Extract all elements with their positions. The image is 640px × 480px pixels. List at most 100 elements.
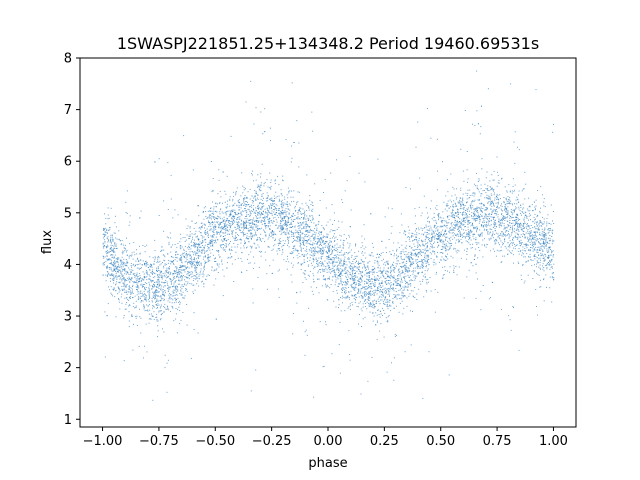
data-point	[192, 245, 194, 247]
data-point	[166, 281, 168, 283]
data-point	[183, 252, 185, 254]
data-point	[388, 299, 390, 301]
data-point	[186, 288, 188, 290]
data-point	[249, 206, 251, 208]
data-point	[257, 276, 259, 278]
data-point	[528, 231, 530, 233]
data-point	[192, 251, 193, 253]
data-point	[450, 223, 452, 225]
data-point	[528, 215, 530, 217]
data-point	[175, 280, 177, 281]
data-point	[157, 320, 159, 322]
data-point	[163, 299, 165, 301]
data-point	[317, 238, 319, 240]
data-point	[190, 254, 192, 256]
data-point	[546, 223, 548, 225]
data-point	[406, 257, 408, 259]
data-point	[518, 190, 520, 192]
data-point	[452, 186, 454, 188]
data-point	[272, 203, 274, 205]
data-point	[344, 310, 346, 312]
data-point	[543, 223, 545, 225]
data-point	[382, 285, 384, 287]
data-point	[260, 213, 262, 215]
data-point	[551, 252, 553, 254]
data-point	[197, 256, 199, 258]
data-point	[294, 205, 296, 207]
data-point	[414, 253, 416, 255]
data-point	[408, 229, 410, 231]
data-point	[328, 248, 330, 249]
data-point	[335, 236, 337, 238]
data-point	[199, 264, 200, 266]
data-point	[113, 252, 115, 253]
data-point	[472, 193, 474, 195]
data-point	[187, 283, 189, 285]
data-point	[331, 251, 333, 253]
data-point	[428, 222, 430, 224]
data-point	[364, 266, 366, 268]
data-point	[229, 196, 231, 198]
data-point	[385, 270, 387, 272]
data-point	[183, 250, 185, 251]
data-point	[551, 251, 553, 253]
data-point	[409, 261, 410, 263]
data-point	[405, 187, 407, 188]
data-point	[285, 222, 286, 224]
data-point	[521, 210, 523, 212]
data-point	[404, 285, 406, 287]
data-point	[386, 304, 388, 306]
data-point	[523, 224, 524, 226]
data-point	[291, 218, 293, 220]
data-point	[329, 254, 331, 256]
data-point	[445, 220, 447, 222]
data-point	[502, 244, 504, 246]
data-point	[284, 224, 286, 226]
data-point	[433, 226, 435, 228]
data-point	[421, 263, 423, 265]
data-point	[490, 189, 492, 191]
data-point	[258, 250, 260, 252]
data-point	[240, 242, 242, 244]
data-point	[179, 259, 181, 261]
data-point	[292, 240, 294, 242]
data-point	[481, 215, 483, 217]
data-point	[473, 214, 475, 216]
data-point	[117, 257, 119, 259]
data-point	[244, 222, 245, 223]
data-point	[212, 178, 214, 179]
data-point	[404, 279, 406, 281]
data-point	[238, 228, 240, 230]
data-point	[157, 303, 159, 305]
data-point	[486, 171, 488, 173]
data-point	[376, 260, 378, 262]
data-point	[405, 263, 407, 264]
data-point	[515, 208, 516, 210]
data-point	[526, 224, 528, 226]
data-point	[180, 265, 182, 267]
data-point	[116, 261, 118, 263]
data-point	[262, 133, 264, 135]
data-point	[494, 210, 496, 212]
data-point	[328, 278, 330, 280]
data-point	[389, 271, 391, 273]
data-point	[430, 137, 432, 139]
data-point	[115, 283, 117, 285]
data-point	[354, 252, 356, 254]
data-point	[165, 308, 167, 310]
data-point	[103, 245, 105, 247]
data-point	[340, 279, 342, 281]
data-point	[407, 267, 409, 269]
data-point	[230, 223, 232, 225]
data-point	[409, 270, 411, 271]
data-point	[270, 204, 272, 206]
data-point	[490, 238, 492, 240]
data-point	[537, 262, 539, 264]
data-point	[489, 199, 491, 201]
data-point	[523, 219, 525, 221]
data-point	[303, 256, 305, 257]
data-point	[302, 232, 304, 234]
data-point	[403, 276, 405, 278]
data-point	[511, 211, 513, 213]
data-point	[340, 282, 342, 284]
